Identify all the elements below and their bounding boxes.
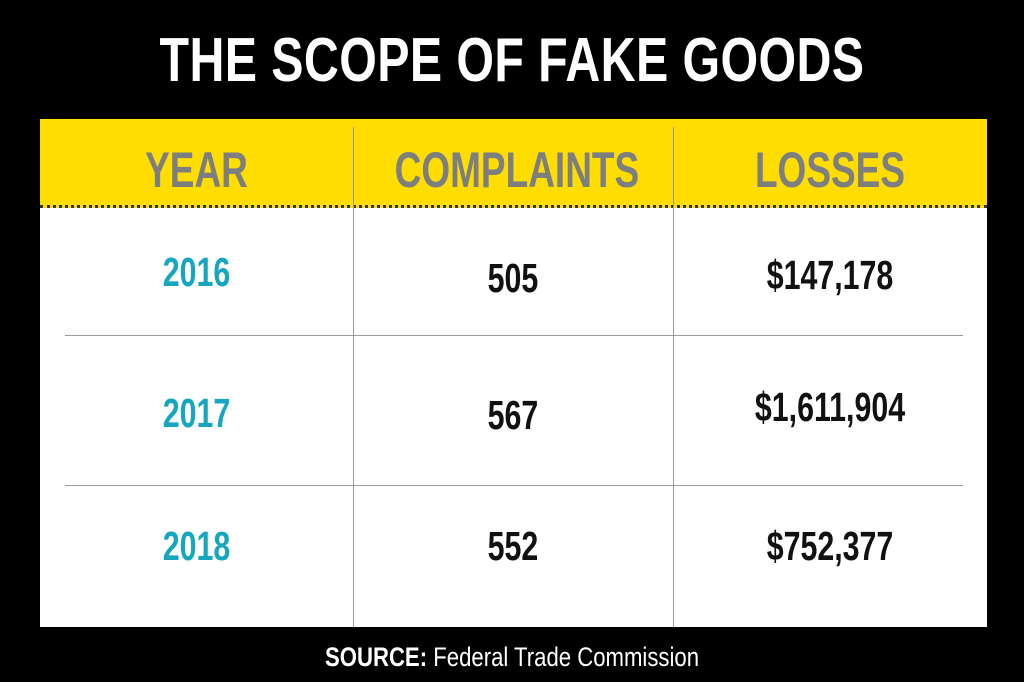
table-header: YEAR COMPLAINTS LOSSES bbox=[40, 119, 987, 208]
column-divider bbox=[673, 127, 674, 627]
complaints-cell: 505 bbox=[487, 255, 539, 301]
year-cell: 2016 bbox=[162, 249, 231, 295]
complaints-cell: 552 bbox=[487, 523, 539, 569]
complaints-cell: 567 bbox=[487, 392, 539, 438]
column-divider bbox=[353, 127, 354, 627]
page-title: THE SCOPE OF FAKE GOODS bbox=[159, 26, 865, 95]
losses-cell: $147,178 bbox=[766, 252, 894, 298]
row-divider bbox=[65, 335, 963, 336]
column-header-complaints: COMPLAINTS bbox=[394, 142, 640, 198]
row-divider bbox=[65, 485, 963, 486]
year-cell: 2018 bbox=[162, 523, 231, 569]
source-text: Federal Trade Commission bbox=[433, 642, 700, 672]
column-header-year: YEAR bbox=[145, 142, 248, 198]
losses-cell: $752,377 bbox=[766, 523, 894, 569]
column-header-losses: LOSSES bbox=[754, 142, 906, 198]
source-note: SOURCE: Federal Trade Commission bbox=[92, 640, 932, 674]
source-label: SOURCE: bbox=[324, 642, 428, 672]
losses-cell: $1,611,904 bbox=[754, 384, 906, 430]
year-cell: 2017 bbox=[162, 390, 231, 436]
data-table: YEAR COMPLAINTS LOSSES 2016 505 $147,178… bbox=[40, 119, 987, 627]
